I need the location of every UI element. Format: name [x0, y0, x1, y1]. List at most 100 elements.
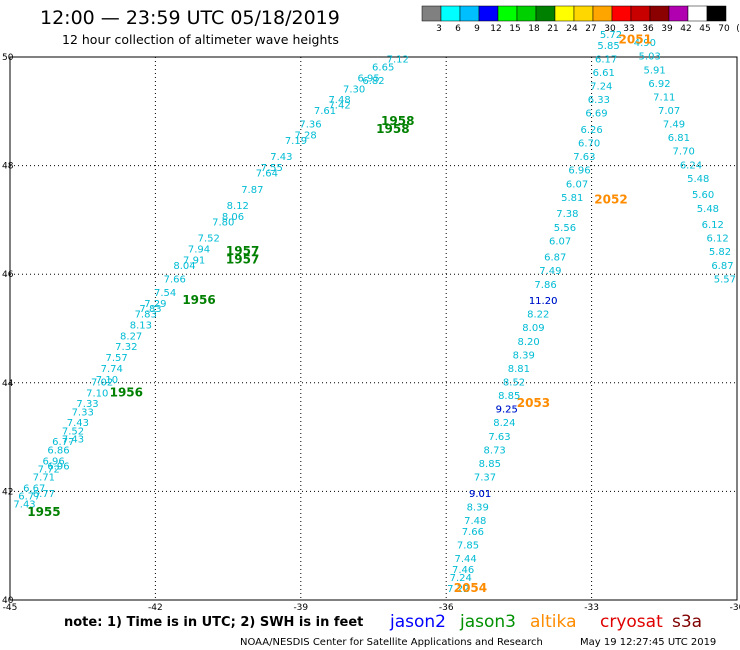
- wave-height-point: 11.20: [529, 296, 558, 307]
- wave-height-point: 8.52: [503, 378, 525, 389]
- y-tick-label: 48: [2, 162, 14, 172]
- time-label: 1957: [226, 252, 259, 266]
- wave-height-point: 7.87: [241, 185, 263, 196]
- y-tick-label: 40: [2, 596, 14, 606]
- y-tick-label: 42: [2, 487, 13, 497]
- y-tick-label: 44: [2, 379, 14, 389]
- wave-height-point: 7.48: [328, 95, 350, 106]
- time-label: 1956: [182, 293, 215, 307]
- wave-height-point: 11.20: [529, 296, 558, 307]
- wave-height-point: 7.49: [663, 120, 685, 131]
- wave-height-point: 7.46: [452, 565, 474, 576]
- wave-height-point: 7.12: [387, 54, 409, 65]
- wave-height-point: 7.80: [212, 217, 234, 228]
- colorbar-label: 15: [509, 24, 520, 34]
- wave-height-point: 6.26: [580, 125, 602, 136]
- colorbar-swatch: [649, 5, 670, 22]
- wave-height-point: 7.54: [154, 288, 176, 299]
- wave-height-point: 7.43: [270, 152, 292, 163]
- wave-height-point: 7.63: [488, 432, 510, 443]
- wave-height-point: 5.72: [600, 30, 622, 41]
- legend-cryosat: cryosat: [600, 612, 663, 632]
- wave-height-point: 6.87: [711, 261, 733, 272]
- wave-height-point: 5.60: [692, 190, 714, 201]
- wave-height-point: 7.19: [285, 136, 307, 147]
- wave-height-point: 7.10: [86, 388, 108, 399]
- legend-jason2: jason2: [389, 612, 446, 632]
- wave-height-point: 7.74: [101, 364, 123, 375]
- colorbar-swatch: [573, 5, 594, 22]
- colorbar-swatch: [687, 5, 708, 22]
- x-tick-label: -42: [148, 603, 163, 613]
- colorbar-label: 36: [642, 24, 654, 34]
- colorbar-swatch: [554, 5, 575, 22]
- wave-height-point: 7.49: [539, 266, 561, 277]
- wave-height-point: 8.24: [493, 418, 515, 429]
- wave-height-point: 5.81: [561, 193, 583, 204]
- colorbar-label: 18: [528, 24, 540, 34]
- wave-height-point: 6.92: [648, 79, 670, 90]
- wave-height-point: 6.65: [372, 63, 394, 74]
- wave-height-point: 7.86: [534, 280, 556, 291]
- colorbar-label: 39: [661, 24, 673, 34]
- colorbar-swatch: [497, 5, 518, 22]
- wave-height-point: 7.30: [343, 84, 365, 95]
- wave-height-point: 8.85: [479, 459, 501, 470]
- time-label: 1957: [226, 244, 259, 258]
- chart-title: 12:00 — 23:59 UTC 05/18/2019: [40, 7, 340, 29]
- wave-height-point: 7.66: [462, 527, 484, 538]
- wave-height-point: 8.81: [508, 364, 530, 375]
- wave-height-point: 7.55: [261, 163, 283, 174]
- wave-height-point: 7.33: [72, 407, 94, 418]
- wave-height-point: 8.06: [222, 212, 244, 223]
- wave-height-point: 7.02: [91, 378, 113, 389]
- colorbar-label: 3: [436, 24, 442, 34]
- wave-height-point: 6.07: [566, 179, 588, 190]
- colorbar-swatch: [535, 5, 556, 22]
- colorbar-swatch: [516, 5, 537, 22]
- wave-height-point: 5.85: [597, 41, 619, 52]
- wave-height-point: 4.90: [634, 38, 656, 49]
- wave-height-point: 6.96: [568, 166, 590, 177]
- wave-height-point: 8.85: [498, 391, 520, 402]
- wave-height-point: 9.01: [469, 489, 491, 500]
- footer-note: note: 1) Time is in UTC; 2) SWH is in fe…: [64, 615, 363, 630]
- colorbar-label: 24: [566, 24, 578, 34]
- wave-height-point: 7.85: [457, 540, 479, 551]
- wave-height-point: 7.33: [76, 399, 98, 410]
- colorbar-label: 70: [718, 24, 730, 34]
- colorbar-swatch: [459, 5, 480, 22]
- wave-height-point: 6.77: [33, 489, 55, 500]
- wave-height-point: 7.24: [590, 82, 612, 93]
- grid-lines: [9, 56, 738, 601]
- wave-height-point: 5.57: [714, 274, 736, 285]
- wave-height-point: 7.43: [62, 435, 84, 446]
- wave-height-point: 7.64: [256, 168, 278, 179]
- wave-height-point: 7.22: [447, 584, 469, 595]
- wave-height-point: 6.61: [593, 68, 615, 79]
- wave-height-point: 6.82: [362, 76, 384, 87]
- chart-subtitle: 12 hour collection of altimeter wave hei…: [62, 32, 339, 47]
- colorbar-swatch: [440, 5, 461, 22]
- time-label: 1958: [376, 122, 409, 136]
- wave-height-point: 6.77: [52, 437, 74, 448]
- wave-height-point: 6.86: [47, 445, 69, 456]
- wave-height-labels: 7.436.776.677.717.726.966.866.777.527.43…: [13, 30, 736, 595]
- wave-height-point: 7.36: [299, 120, 321, 131]
- wave-height-point: 5.03: [639, 52, 661, 63]
- wave-height-point: 7.43: [67, 418, 89, 429]
- wave-height-point: 7.66: [164, 274, 186, 285]
- wave-height-point: 6.24: [680, 160, 702, 171]
- wave-height-point: 9.25: [496, 405, 518, 416]
- wave-height-point: 7.72: [38, 464, 60, 475]
- wave-height-point: 6.95: [358, 73, 380, 84]
- wave-height-point: 7.07: [658, 106, 680, 117]
- wave-height-point: 7.61: [314, 106, 336, 117]
- wave-height-point: 7.94: [188, 244, 210, 255]
- wave-height-point: 8.12: [227, 201, 249, 212]
- time-label: 2053: [517, 396, 550, 410]
- wave-height-point: 7.37: [474, 473, 496, 484]
- x-tick-label: -39: [293, 603, 308, 613]
- wave-height-point: 8.13: [130, 321, 152, 332]
- colorbar-label: 45: [699, 24, 710, 34]
